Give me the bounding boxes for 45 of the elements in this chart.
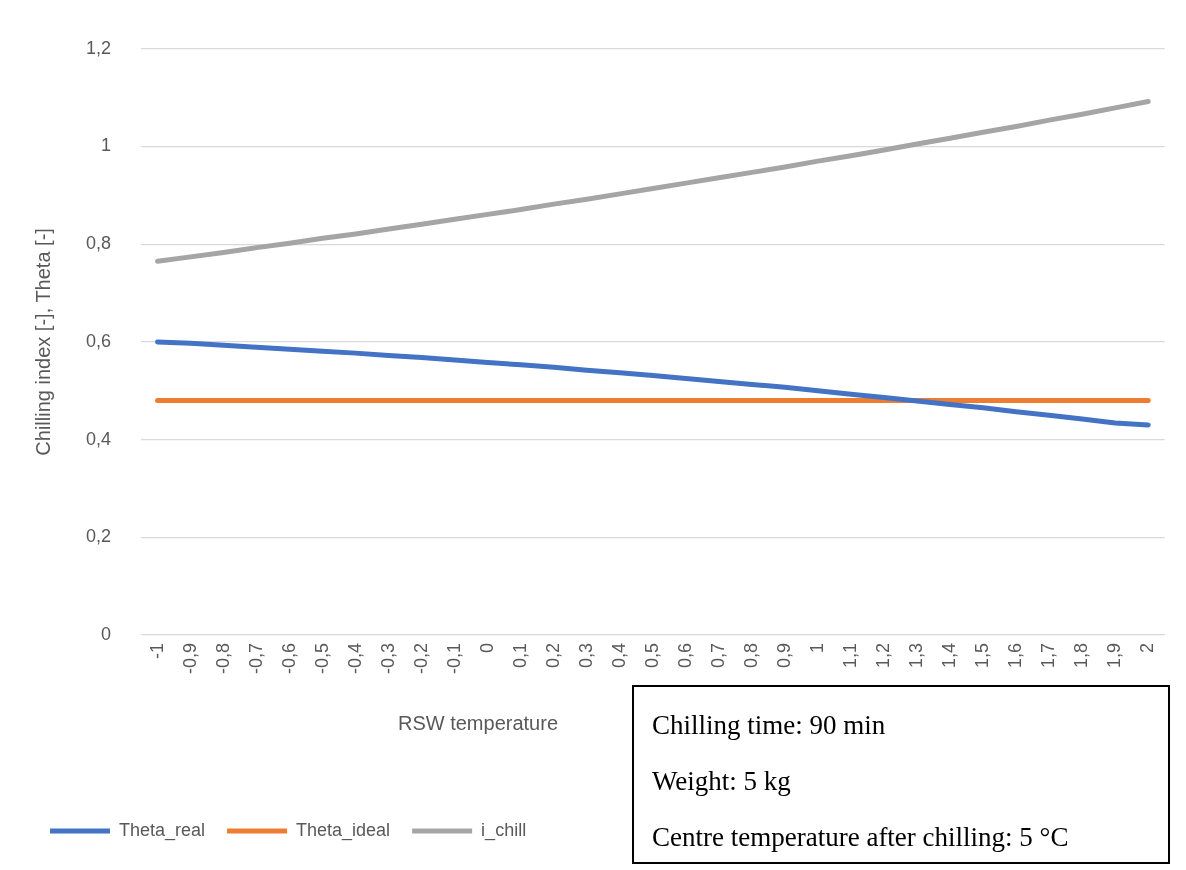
x-tick-label: 2 (1137, 642, 1158, 653)
y-tick-label: 0,6 (85, 330, 112, 351)
y-tick-label: 0,4 (85, 428, 112, 449)
x-tick-label: 1,6 (1005, 642, 1026, 669)
y-tick-label: 1,2 (85, 37, 112, 58)
x-tick-label: 0,8 (740, 642, 761, 669)
legend-label: Theta_real (119, 819, 206, 841)
x-tick-label: 1,3 (906, 642, 927, 669)
text: Weight: 5 kg (652, 765, 792, 798)
x-tick-label: 0,9 (773, 642, 794, 669)
y-tick-label: 1 (101, 135, 112, 156)
text: Chilling time: 90 min (652, 709, 887, 742)
x-tick-label: 0,3 (575, 642, 596, 669)
x-tick-label: 1,8 (1071, 642, 1092, 669)
x-tick-label: -0,2 (410, 642, 431, 675)
y-tick-label: 0,8 (85, 233, 112, 254)
x-tick-label: 1 (806, 642, 827, 653)
x-tick-label: 0 (476, 642, 497, 653)
legend-label: i_chill (481, 819, 527, 841)
x-tick-label: 1,9 (1104, 642, 1125, 669)
y-axis-title: Chilling index [-], Theta [-] (31, 228, 54, 456)
x-tick-label: 1,7 (1038, 642, 1059, 669)
text: Centre temperature after chilling: 5 °C (652, 821, 1070, 854)
x-tick-label: 1,1 (839, 642, 860, 669)
x-tick-label: 0,2 (542, 642, 563, 669)
x-tick-label: 1,2 (873, 642, 893, 669)
x-tick-label: 1,5 (972, 642, 993, 669)
x-tick-label: -0,7 (245, 642, 266, 675)
x-tick-label: 0,1 (509, 642, 530, 669)
x-tick-label: -0,9 (179, 642, 200, 675)
x-tick-label: -0,1 (443, 642, 464, 675)
y-tick-label: 0,2 (85, 526, 112, 547)
x-tick-label: 1,4 (939, 642, 960, 669)
x-tick-label: 0,6 (674, 642, 695, 669)
x-tick-label: -1 (146, 642, 167, 659)
x-tick-label: -0,6 (278, 642, 299, 675)
x-tick-label: 0,4 (608, 642, 629, 669)
x-tick-label: -0,4 (344, 642, 365, 675)
legend-label: Theta_ideal (296, 819, 391, 841)
x-axis-title: RSW temperature (396, 712, 560, 735)
x-tick-label: -0,3 (377, 642, 398, 675)
x-tick-label: 0,5 (641, 642, 662, 669)
x-tick-label: -0,8 (212, 642, 233, 675)
x-tick-label: 0,7 (707, 642, 728, 669)
x-tick-label: -0,5 (311, 642, 332, 675)
